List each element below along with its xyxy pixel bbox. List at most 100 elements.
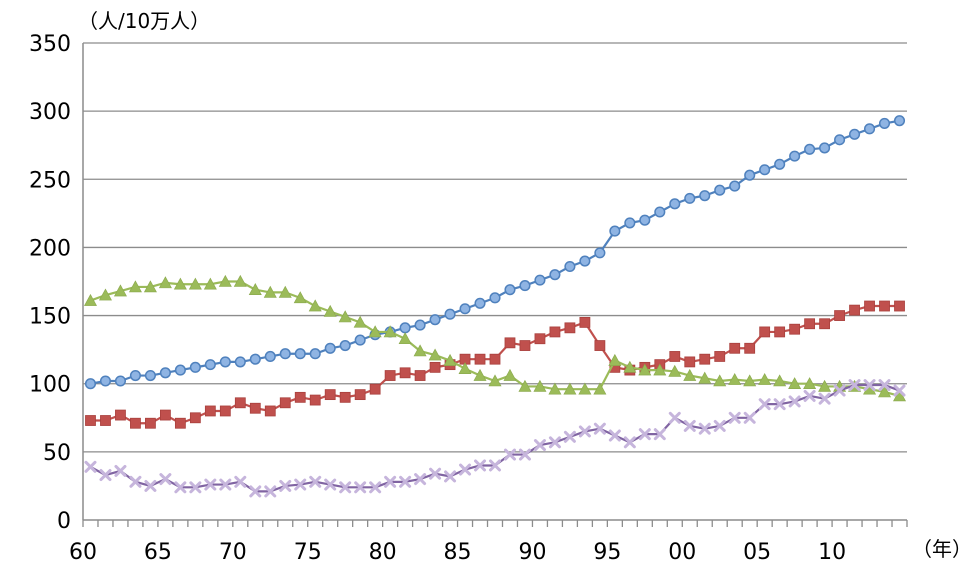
data-point	[729, 342, 741, 354]
data-point	[474, 297, 486, 309]
data-point	[84, 460, 97, 473]
x-tick-label: 05	[743, 540, 771, 565]
x-tick-label: 10	[818, 540, 846, 565]
data-point	[878, 379, 891, 392]
data-point	[773, 374, 787, 387]
data-point	[83, 293, 97, 306]
data-point	[219, 405, 231, 417]
x-tick-label: 85	[444, 540, 472, 565]
data-point	[549, 269, 561, 281]
data-point	[129, 369, 141, 382]
data-point	[339, 481, 352, 494]
data-point	[173, 277, 187, 290]
data-point	[368, 325, 382, 338]
data-point	[593, 382, 607, 395]
x-tick-label: 00	[668, 540, 696, 565]
series-4	[84, 379, 906, 498]
data-point	[444, 470, 457, 483]
data-point	[608, 353, 622, 366]
data-point	[84, 378, 97, 390]
data-point	[609, 225, 621, 237]
data-point	[549, 326, 561, 338]
data-point	[130, 417, 141, 429]
data-point	[878, 117, 891, 129]
data-point	[504, 284, 516, 296]
data-point	[458, 362, 472, 375]
data-point	[473, 368, 487, 381]
data-point	[714, 184, 726, 196]
x-tick-label: 95	[593, 540, 621, 565]
data-point	[519, 280, 531, 292]
data-point	[789, 150, 801, 162]
data-point	[459, 463, 472, 476]
data-point	[128, 280, 142, 293]
data-point	[534, 274, 546, 286]
data-point	[264, 350, 276, 363]
axes	[82, 43, 908, 527]
data-point	[534, 333, 546, 345]
data-point	[324, 389, 336, 401]
y-unit-label: （人/10万人）	[78, 9, 210, 33]
data-point	[819, 318, 830, 330]
data-point	[533, 439, 546, 452]
data-point	[174, 481, 187, 494]
data-point	[758, 372, 772, 385]
data-point	[518, 448, 531, 461]
data-point	[399, 322, 411, 334]
y-tick-label: 200	[29, 236, 71, 261]
data-point	[714, 351, 726, 362]
data-point	[189, 361, 201, 373]
data-point	[863, 123, 876, 135]
data-point	[294, 478, 307, 491]
data-point	[354, 389, 366, 401]
series-1	[84, 115, 906, 390]
data-point	[579, 255, 591, 267]
data-point	[143, 280, 157, 293]
x-tick-label: 70	[219, 540, 247, 565]
data-point	[189, 412, 201, 424]
data-point	[309, 394, 321, 406]
data-point	[774, 158, 786, 170]
data-point	[264, 405, 276, 417]
data-point	[893, 384, 906, 397]
data-point	[99, 469, 112, 482]
data-point	[414, 370, 426, 381]
data-point	[428, 348, 442, 361]
data-point	[684, 356, 696, 368]
data-point	[399, 475, 412, 488]
series-3	[83, 274, 907, 402]
data-point	[159, 473, 172, 486]
data-point	[669, 351, 681, 362]
data-point	[324, 478, 337, 491]
data-point	[623, 360, 637, 373]
data-point	[624, 217, 636, 229]
y-tick-label: 350	[29, 32, 71, 57]
data-point	[98, 288, 112, 301]
data-point	[594, 247, 606, 259]
data-point	[414, 319, 426, 331]
data-point	[504, 337, 516, 349]
data-point	[728, 372, 742, 385]
data-point	[129, 475, 142, 488]
data-point	[279, 479, 292, 492]
x-tick-label: 75	[294, 540, 322, 565]
data-point	[99, 375, 112, 387]
data-point	[744, 169, 756, 181]
y-tick-label: 300	[29, 100, 71, 125]
data-point	[878, 385, 892, 398]
data-point	[503, 448, 516, 461]
data-point	[159, 367, 171, 379]
data-point	[668, 364, 682, 377]
data-point	[759, 164, 771, 176]
data-point	[894, 300, 905, 312]
data-point	[234, 356, 246, 368]
data-point	[743, 374, 757, 387]
data-point	[698, 422, 711, 435]
x-unit-label: （年）	[912, 537, 967, 561]
data-point	[638, 363, 652, 376]
data-point	[729, 180, 741, 192]
data-point	[819, 142, 831, 154]
data-point	[234, 475, 247, 488]
data-point	[249, 353, 261, 365]
data-point	[518, 379, 532, 392]
